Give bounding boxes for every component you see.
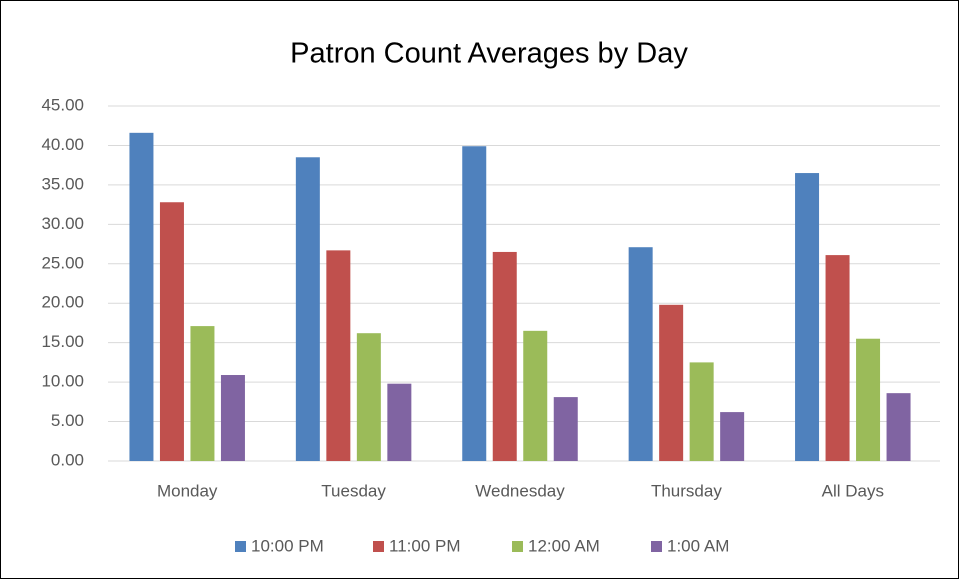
x-tick-label: All Days [822,481,884,500]
y-tick-label: 35.00 [41,174,84,193]
y-tick-label: 0.00 [51,450,84,469]
bar [492,251,517,461]
bar [720,412,745,461]
bar [387,383,412,461]
bar [462,146,487,461]
legend-label: 1:00 AM [667,536,729,555]
x-tick-label: Thursday [651,481,722,500]
bar [825,255,850,461]
bar [295,157,320,461]
y-tick-label: 20.00 [41,293,84,312]
bar [553,397,578,461]
bar [220,375,245,461]
legend-label: 10:00 PM [251,536,324,555]
bar [886,393,911,461]
bar [326,250,351,461]
bar [659,304,684,461]
y-tick-label: 30.00 [41,214,84,233]
y-tick-label: 40.00 [41,135,84,154]
chart-title: Patron Count Averages by Day [290,38,688,70]
bar [523,330,548,461]
y-tick-label: 25.00 [41,253,84,272]
legend-swatch [235,541,246,552]
y-tick-label: 45.00 [41,95,84,114]
legend-swatch [512,541,523,552]
bar [129,132,154,462]
bar [795,173,820,462]
bar [356,333,381,461]
legend-label: 12:00 AM [528,536,600,555]
legend-label: 11:00 PM [389,536,461,555]
bar [159,202,184,461]
y-tick-label: 15.00 [41,332,84,351]
bar [628,247,653,461]
legend-swatch [373,541,384,552]
x-tick-label: Wednesday [475,481,565,500]
x-tick-label: Tuesday [321,481,386,500]
y-tick-label: 5.00 [51,411,84,430]
bar [190,326,215,461]
bar [856,338,881,461]
x-tick-label: Monday [157,481,218,500]
legend-swatch [651,541,662,552]
bar [689,362,714,461]
y-tick-label: 10.00 [41,372,84,391]
